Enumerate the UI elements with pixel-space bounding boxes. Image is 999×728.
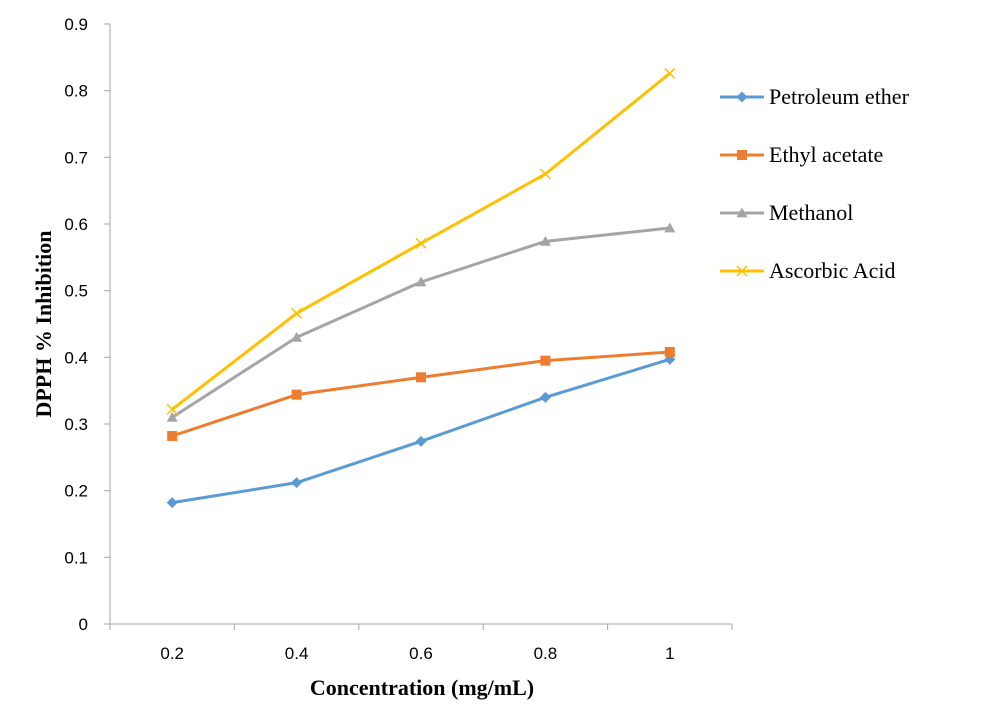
legend-marker-ascorbic-acid xyxy=(736,265,748,277)
y-tick-label: 0.4 xyxy=(64,348,88,367)
series-line-ethyl-acetate xyxy=(171,350,670,438)
y-tick-label: 0.7 xyxy=(64,148,88,167)
legend-marker-petroleum-ether xyxy=(736,91,748,103)
axes: 00.10.20.30.40.50.60.70.80.9 0.2 0.4 0.6 0.… xyxy=(64,15,733,663)
x-tick-label: 0.8 xyxy=(534,644,558,663)
data-point-petroleum-ether xyxy=(166,497,178,509)
x-axis-title: Concentration (mg/mL) xyxy=(310,675,534,700)
legend-item-methanol: Methanol xyxy=(720,200,853,225)
series-ethyl-acetate xyxy=(167,347,675,441)
legend-label-petroleum-ether: Petroleum ether xyxy=(769,84,910,109)
y-tick-label: 0.9 xyxy=(64,15,88,34)
data-point-petroleum-ether xyxy=(415,435,427,447)
data-point-ethyl-acetate xyxy=(664,347,675,357)
series-line-ascorbic-acid xyxy=(171,72,671,411)
data-point-ascorbic-acid xyxy=(664,67,676,79)
x-tick-label: 0.6 xyxy=(409,644,433,663)
data-point-ascorbic-acid xyxy=(415,237,427,249)
data-point-ascorbic-acid xyxy=(291,307,303,319)
legend-marker-methanol xyxy=(736,207,748,218)
data-point-ethyl-acetate xyxy=(540,355,551,366)
x-axis-ticks: 0.2 0.4 0.6 0.8 1 xyxy=(109,624,733,663)
series-ascorbic-acid xyxy=(166,67,676,415)
y-axis-title: DPPH % Inhibition xyxy=(31,230,56,417)
x-tick-label: 1 xyxy=(665,644,674,663)
data-point-ethyl-acetate xyxy=(416,372,426,383)
x-tick-label: 0.2 xyxy=(160,644,184,663)
y-tick-label: 0.5 xyxy=(64,282,88,301)
legend: Petroleum ether Ethyl acetate Methanol Asco… xyxy=(720,84,910,283)
data-point-methanol xyxy=(166,411,178,422)
legend-label-methanol: Methanol xyxy=(769,200,853,225)
legend-label-ascorbic-acid: Ascorbic Acid xyxy=(769,258,895,283)
data-point-ethyl-acetate xyxy=(167,431,178,441)
data-point-ascorbic-acid xyxy=(539,168,551,180)
legend-marker-ethyl-acetate xyxy=(737,150,747,160)
legend-item-ethyl-acetate: Ethyl acetate xyxy=(720,142,883,167)
data-point-petroleum-ether xyxy=(291,477,303,489)
data-point-petroleum-ether xyxy=(539,391,551,403)
y-tick-label: 0.2 xyxy=(64,482,88,501)
y-tick-label: 0.8 xyxy=(64,82,88,101)
data-point-ascorbic-acid xyxy=(166,403,178,415)
y-tick-label: 0.1 xyxy=(64,548,88,567)
data-point-methanol xyxy=(539,235,551,246)
data-point-methanol xyxy=(291,331,303,342)
y-tick-label: 0.6 xyxy=(64,215,88,234)
series-layer xyxy=(166,67,676,509)
data-point-methanol xyxy=(664,222,676,233)
legend-item-petroleum-ether: Petroleum ether xyxy=(720,84,910,109)
legend-label-ethyl-acetate: Ethyl acetate xyxy=(769,142,883,167)
y-tick-label: 0.3 xyxy=(64,415,88,434)
data-point-ethyl-acetate xyxy=(291,389,302,400)
series-methanol xyxy=(166,222,676,422)
y-tick-label: 0 xyxy=(79,615,88,634)
series-line-methanol xyxy=(171,226,670,419)
data-point-methanol xyxy=(415,276,427,287)
y-axis-ticks: 0 0.1 0.2 0.3 0.4 0.5 0.6 0.7 0.8 0.9 xyxy=(64,15,110,634)
legend-item-ascorbic-acid: Ascorbic Acid xyxy=(720,258,895,283)
x-tick-label: 0.4 xyxy=(285,644,309,663)
